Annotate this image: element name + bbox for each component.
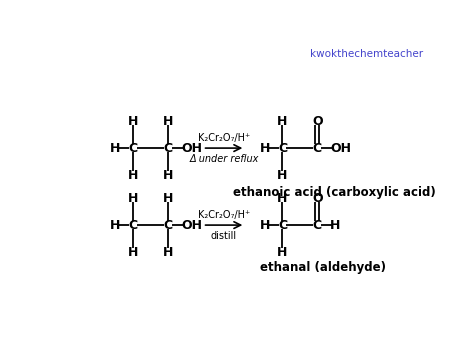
Text: O: O [312,192,323,204]
Text: H: H [277,169,288,181]
Text: H: H [163,169,173,181]
Text: C: C [128,219,137,231]
Text: H: H [259,142,270,154]
Text: kwokthechemteacher: kwokthechemteacher [310,49,423,59]
Text: H: H [128,192,138,204]
Text: H: H [110,142,120,154]
Text: C: C [128,142,137,154]
Text: ethanal (aldehyde): ethanal (aldehyde) [260,261,386,274]
Text: C: C [278,142,287,154]
Text: OH: OH [331,142,352,154]
Text: C: C [278,219,287,231]
Text: H: H [110,219,120,231]
Text: OH: OH [181,219,202,231]
Text: O: O [312,115,323,128]
Text: H: H [259,219,270,231]
Text: C: C [163,142,173,154]
Text: Δ under reflux: Δ under reflux [189,154,259,164]
Text: H: H [277,246,288,258]
Text: H: H [277,115,288,128]
Text: H: H [163,246,173,258]
Text: C: C [163,219,173,231]
Text: C: C [313,219,322,231]
Text: C: C [313,142,322,154]
Text: OH: OH [181,142,202,154]
Text: H: H [163,192,173,204]
Text: ethanoic acid (carboxylic acid): ethanoic acid (carboxylic acid) [233,186,436,199]
Text: H: H [128,115,138,128]
Text: distill: distill [211,231,237,241]
Text: H: H [128,169,138,181]
Text: H: H [128,246,138,258]
Text: H: H [330,219,340,231]
Text: H: H [277,192,288,204]
Text: K₂Cr₂O₇/H⁺: K₂Cr₂O₇/H⁺ [198,133,250,143]
Text: H: H [163,115,173,128]
Text: K₂Cr₂O₇/H⁺: K₂Cr₂O₇/H⁺ [198,210,250,220]
